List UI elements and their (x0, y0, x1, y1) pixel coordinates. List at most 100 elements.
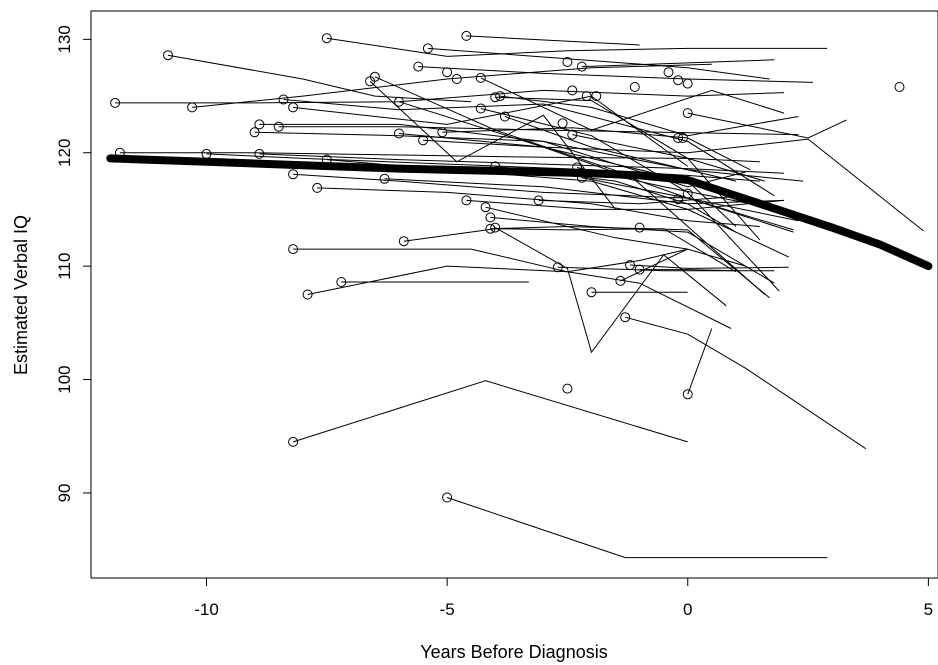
series-markers (110, 30, 905, 503)
y-axis: 90 100 110 120 130 (55, 25, 92, 502)
subject-line-33 (293, 173, 794, 231)
subject-marker-48 (552, 262, 563, 273)
subject-marker-41 (485, 223, 496, 234)
subject-marker-54 (288, 436, 299, 447)
subject-line-47 (629, 264, 789, 269)
subject-line-29 (259, 153, 785, 174)
subject-line-28 (206, 153, 760, 182)
subject-line-36 (317, 187, 760, 227)
x-tick-label: 0 (683, 600, 692, 619)
subject-line-11 (480, 77, 785, 131)
subject-marker-7 (576, 61, 587, 72)
subject-marker-60 (673, 75, 684, 86)
subject-marker-20 (254, 119, 265, 130)
subject-line-6 (192, 63, 712, 108)
subject-line-8 (418, 66, 813, 83)
subject-marker-44 (288, 244, 299, 255)
subject-marker-61 (673, 133, 684, 143)
subject-line-7 (581, 59, 775, 68)
subject-line-14 (500, 95, 799, 137)
subject-marker-25 (567, 129, 578, 140)
subject-marker-5 (110, 97, 121, 108)
subject-marker-4 (163, 50, 173, 61)
subject-marker-21 (273, 121, 284, 132)
subject-line-44 (293, 248, 732, 329)
subject-marker-65 (682, 188, 693, 199)
subject-marker-63 (682, 78, 693, 89)
subject-line-51 (625, 316, 867, 450)
subject-marker-13 (490, 92, 501, 103)
subject-marker-50 (586, 287, 597, 298)
subject-line-43 (403, 228, 737, 273)
subject-line-42 (494, 227, 727, 354)
subject-line-54 (292, 380, 688, 443)
subject-line-19 (687, 112, 847, 139)
subject-marker-18 (499, 111, 510, 122)
subject-line-49 (639, 269, 736, 272)
subject-marker-57 (562, 383, 573, 394)
series-lines (115, 35, 924, 559)
y-tick-label: 90 (55, 483, 74, 502)
subject-line-24 (442, 127, 751, 171)
subject-marker-17 (475, 103, 486, 114)
subject-line-15 (293, 95, 688, 167)
subject-marker-6 (187, 102, 198, 113)
subject-marker-46 (336, 277, 347, 287)
subject-marker-29 (254, 148, 265, 159)
subject-marker-26 (418, 135, 429, 146)
subject-marker-1 (321, 33, 332, 44)
subject-line-53 (620, 248, 688, 282)
subject-line-41 (490, 225, 770, 299)
subject-line-34 (384, 178, 785, 205)
subject-marker-15 (288, 102, 299, 113)
x-axis: -10 -5 0 5 (194, 577, 933, 619)
subject-marker-67 (562, 57, 573, 67)
subject-marker-42 (490, 222, 501, 233)
subject-marker-16 (394, 96, 404, 107)
subject-marker-12 (278, 94, 289, 105)
subject-line-26 (423, 138, 924, 232)
plot-frame (90, 10, 938, 579)
subject-marker-22 (249, 127, 260, 138)
subject-marker-43 (398, 236, 409, 247)
y-axis-label: Estimated Verbal IQ (11, 215, 31, 375)
subject-line-2 (466, 35, 640, 46)
subject-marker-49 (634, 264, 645, 275)
subject-marker-33 (288, 169, 299, 180)
subject-line-5 (115, 89, 785, 104)
subject-line-4 (167, 54, 472, 103)
subject-marker-69 (557, 118, 568, 129)
y-tick-label: 100 (55, 365, 74, 393)
y-tick-label: 110 (55, 253, 74, 280)
subject-marker-51 (620, 312, 631, 323)
subject-marker-38 (533, 195, 544, 206)
subject-marker-40 (485, 212, 496, 223)
subject-marker-8 (413, 61, 424, 72)
subject-line-45 (307, 248, 688, 295)
subject-line-1 (326, 37, 828, 57)
subject-marker-34 (379, 173, 390, 184)
subject-marker-10 (369, 71, 380, 82)
subject-line-52 (687, 328, 713, 395)
subject-marker-24 (437, 127, 448, 138)
subject-marker-23 (394, 128, 404, 139)
subject-line-27 (119, 152, 760, 163)
subject-line-48 (557, 266, 775, 272)
subject-marker-66 (634, 222, 645, 233)
subject-marker-2 (461, 30, 472, 41)
subject-line-37 (466, 199, 785, 210)
mean-line (106, 154, 933, 271)
subject-marker-64 (673, 194, 684, 205)
subject-marker-56 (894, 82, 905, 92)
mean-trajectory (106, 154, 933, 271)
subject-marker-36 (312, 182, 323, 193)
subject-marker-14 (495, 91, 506, 102)
subject-marker-71 (581, 91, 592, 102)
subject-marker-70 (591, 91, 602, 102)
subject-line-55 (446, 497, 828, 559)
subject-marker-3 (422, 43, 433, 54)
subject-line-3 (427, 47, 770, 80)
subject-marker-11 (475, 72, 486, 83)
subject-line-9 (369, 80, 616, 210)
